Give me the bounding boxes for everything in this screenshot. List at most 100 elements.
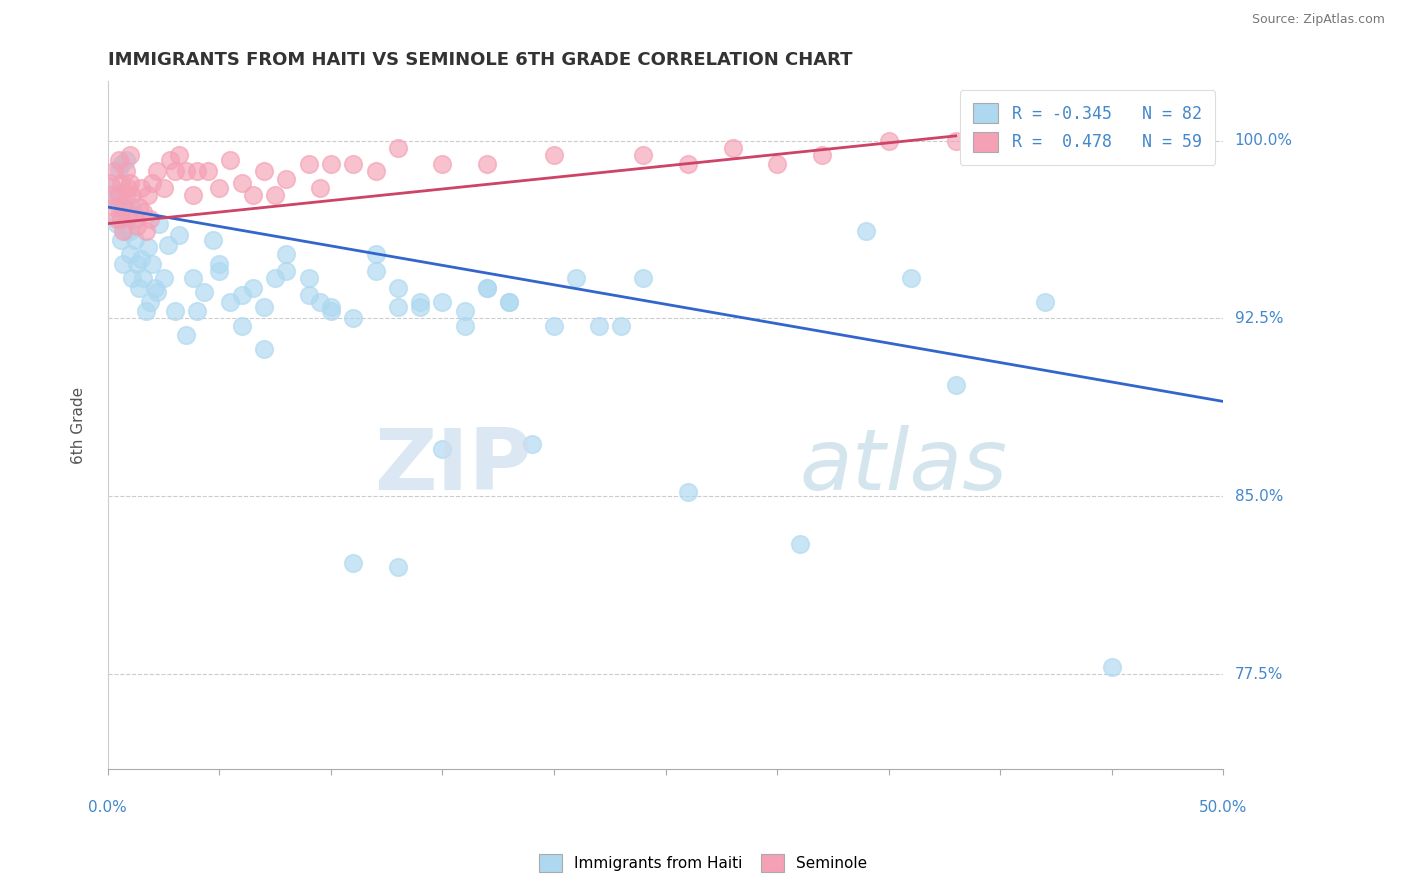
Point <box>174 164 197 178</box>
Point <box>409 294 432 309</box>
Point <box>108 200 131 214</box>
Point <box>219 294 242 309</box>
Point <box>276 247 298 261</box>
Point <box>197 164 219 178</box>
Point <box>319 304 342 318</box>
Point <box>276 171 298 186</box>
Point <box>543 318 565 333</box>
Point <box>610 318 633 333</box>
Point <box>110 157 132 171</box>
Point <box>253 164 276 178</box>
Point <box>174 328 197 343</box>
Point <box>108 188 131 202</box>
Point <box>125 219 148 233</box>
Point <box>588 318 610 333</box>
Point <box>1033 294 1056 309</box>
Point <box>181 271 204 285</box>
Point <box>112 224 135 238</box>
Point <box>319 300 342 314</box>
Point <box>565 271 588 285</box>
Point <box>342 157 364 171</box>
Point <box>409 300 432 314</box>
Point <box>124 233 146 247</box>
Point <box>297 287 319 301</box>
Point <box>121 271 143 285</box>
Point <box>128 200 150 214</box>
Text: ZIP: ZIP <box>374 425 531 508</box>
Point <box>120 177 142 191</box>
Point <box>475 280 498 294</box>
Point <box>454 318 477 333</box>
Point <box>219 153 242 167</box>
Point <box>114 164 136 178</box>
Point <box>308 181 330 195</box>
Point <box>114 188 136 202</box>
Point <box>264 188 287 202</box>
Point <box>242 188 264 202</box>
Point <box>101 181 124 195</box>
Point <box>276 264 298 278</box>
Point <box>105 211 128 226</box>
Text: 85.0%: 85.0% <box>1234 489 1282 504</box>
Point <box>114 224 136 238</box>
Point <box>108 162 131 177</box>
Point <box>114 153 136 167</box>
Point <box>121 188 143 202</box>
Point <box>319 157 342 171</box>
Point <box>520 437 543 451</box>
Point <box>139 294 162 309</box>
Point <box>364 164 387 178</box>
Point <box>387 141 409 155</box>
Point <box>811 148 834 162</box>
Point <box>475 280 498 294</box>
Legend: R = -0.345   N = 82, R =  0.478   N = 59: R = -0.345 N = 82, R = 0.478 N = 59 <box>960 90 1215 165</box>
Point <box>308 294 330 309</box>
Point <box>132 204 155 219</box>
Point <box>201 233 224 247</box>
Point <box>454 304 477 318</box>
Point <box>136 188 159 202</box>
Point <box>128 280 150 294</box>
Point <box>148 217 170 231</box>
Point <box>297 157 319 171</box>
Point <box>900 271 922 285</box>
Point <box>432 442 454 456</box>
Point <box>152 271 174 285</box>
Point <box>141 177 163 191</box>
Point <box>103 164 125 178</box>
Point <box>231 287 253 301</box>
Point <box>120 224 142 238</box>
Point <box>242 280 264 294</box>
Point <box>117 210 139 224</box>
Point <box>98 177 121 191</box>
Point <box>110 211 132 226</box>
Point <box>253 300 276 314</box>
Point <box>186 164 208 178</box>
Y-axis label: 6th Grade: 6th Grade <box>72 386 86 464</box>
Point <box>103 193 125 207</box>
Point <box>208 264 231 278</box>
Point <box>855 224 877 238</box>
Point <box>877 134 900 148</box>
Point <box>208 181 231 195</box>
Point <box>945 377 967 392</box>
Point <box>633 271 655 285</box>
Text: 77.5%: 77.5% <box>1234 666 1282 681</box>
Point <box>110 233 132 247</box>
Point <box>231 318 253 333</box>
Point <box>342 311 364 326</box>
Text: Source: ZipAtlas.com: Source: ZipAtlas.com <box>1251 13 1385 27</box>
Point <box>135 224 157 238</box>
Point <box>1101 660 1123 674</box>
Point <box>633 148 655 162</box>
Point <box>208 257 231 271</box>
Point <box>156 238 179 252</box>
Point <box>186 304 208 318</box>
Point <box>103 200 125 214</box>
Point <box>112 257 135 271</box>
Point <box>342 556 364 570</box>
Text: 50.0%: 50.0% <box>1199 799 1247 814</box>
Point <box>364 247 387 261</box>
Point <box>110 177 132 191</box>
Point <box>139 211 162 226</box>
